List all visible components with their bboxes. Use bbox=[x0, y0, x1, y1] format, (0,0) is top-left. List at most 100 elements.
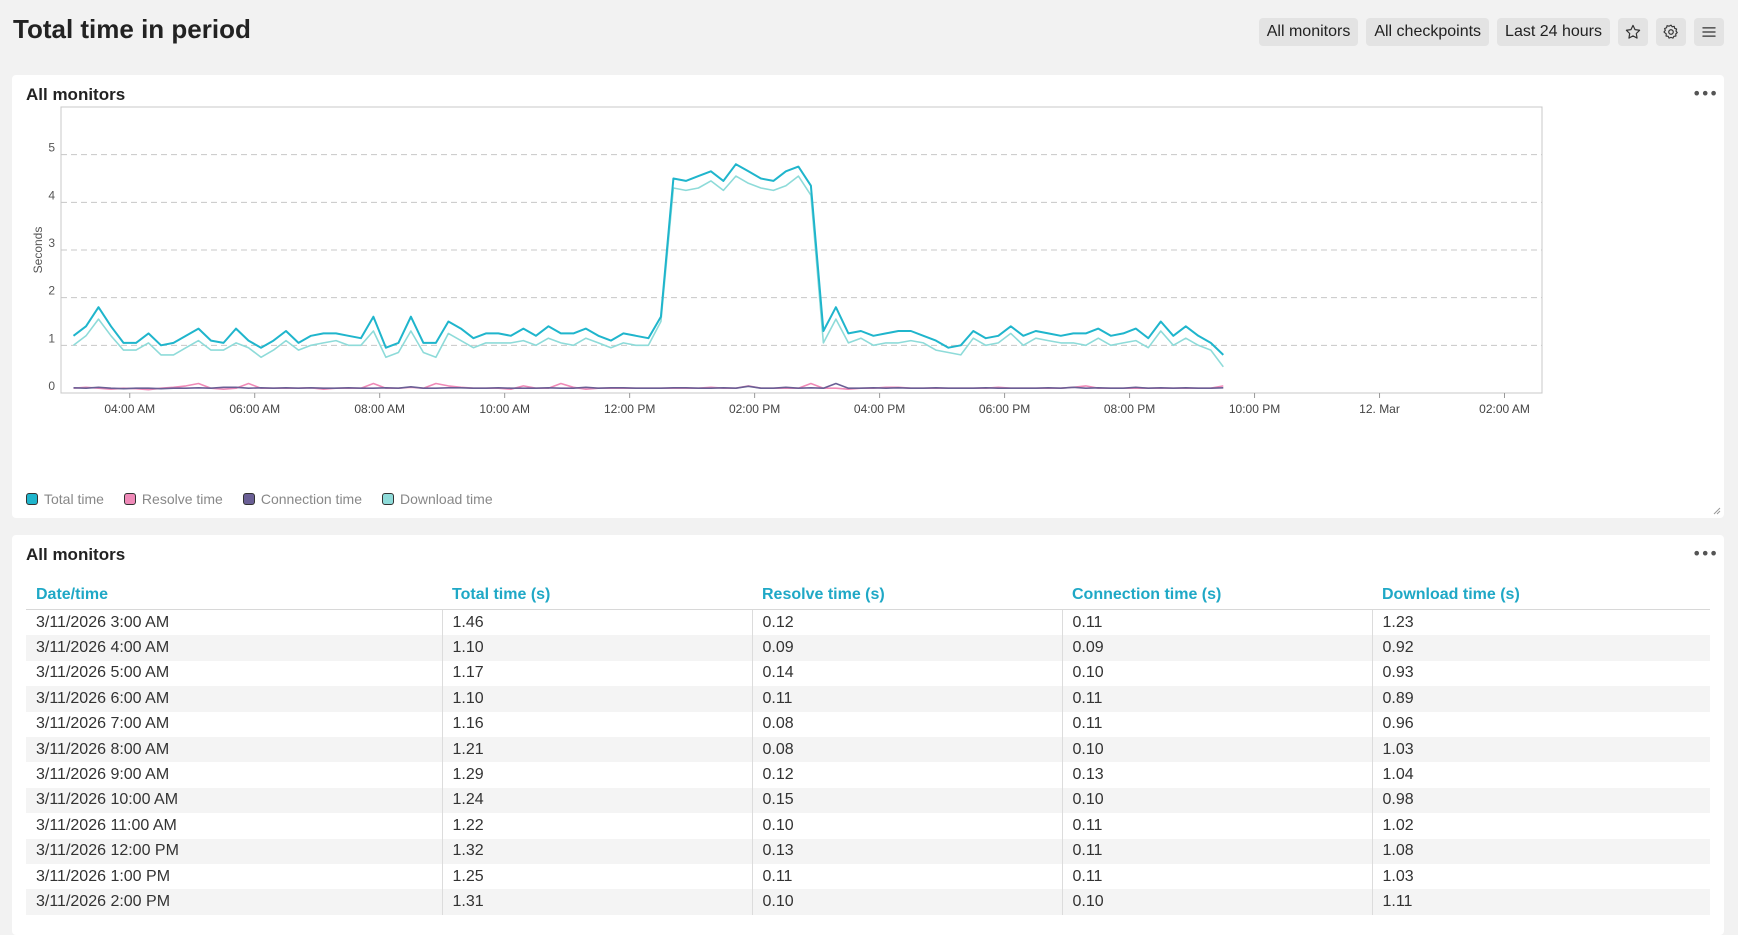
cell-download-time: 1.08 bbox=[1371, 838, 1710, 864]
y-tick-label: 0 bbox=[48, 379, 55, 393]
chart-card: All monitors ••• 0 1 2 3 4 5 04:00 AM 06:00 AM 0… bbox=[12, 75, 1724, 518]
legend-item-total-time[interactable]: Total time bbox=[26, 491, 104, 507]
cell-resolve-time: 0.10 bbox=[751, 889, 1062, 915]
x-tick-label: 12. Mar bbox=[1359, 402, 1400, 416]
table-card: All monitors ••• Date/time Total time (s… bbox=[12, 535, 1724, 935]
cell-resolve-time: 0.13 bbox=[751, 838, 1062, 864]
cell-datetime: 3/11/2026 4:00 AM bbox=[26, 635, 442, 661]
cell-download-time: 1.04 bbox=[1371, 762, 1710, 788]
cell-download-time: 0.96 bbox=[1371, 711, 1710, 737]
x-tick-label: 06:00 AM bbox=[229, 402, 280, 416]
checkpoints-filter-button[interactable]: All checkpoints bbox=[1366, 18, 1490, 46]
cell-datetime: 3/11/2026 8:00 AM bbox=[26, 736, 442, 763]
column-header-download-time[interactable]: Download time (s) bbox=[1372, 581, 1710, 610]
cell-connection-time: 0.11 bbox=[1061, 863, 1372, 890]
y-axis-label: Seconds bbox=[31, 227, 45, 274]
cell-download-time: 1.02 bbox=[1371, 813, 1710, 839]
table-row[interactable]: 3/11/2026 1:00 PM 1.25 0.11 0.11 1.03 bbox=[26, 863, 1710, 890]
favorite-button[interactable] bbox=[1618, 18, 1648, 46]
cell-datetime: 3/11/2026 9:00 AM bbox=[26, 762, 442, 788]
x-tick-label: 08:00 PM bbox=[1104, 402, 1155, 416]
series-line-total-time bbox=[72, 163, 1224, 356]
series-line-download-time bbox=[73, 175, 1224, 368]
legend-label: Resolve time bbox=[141, 491, 223, 507]
x-tick-label: 04:00 PM bbox=[854, 402, 905, 416]
table-row[interactable]: 3/11/2026 8:00 AM 1.21 0.08 0.10 1.03 bbox=[26, 736, 1710, 763]
table-row[interactable]: 3/11/2026 7:00 AM 1.16 0.08 0.11 0.96 bbox=[26, 711, 1710, 737]
table-row[interactable]: 3/11/2026 3:00 AM 1.46 0.12 0.11 1.23 bbox=[26, 609, 1710, 636]
cell-total-time: 1.22 bbox=[441, 813, 752, 839]
cell-connection-time: 0.13 bbox=[1061, 762, 1372, 788]
legend-label: Total time bbox=[44, 491, 104, 507]
cell-connection-time: 0.09 bbox=[1061, 635, 1372, 661]
cell-connection-time: 0.10 bbox=[1061, 660, 1372, 687]
legend-swatch-connection bbox=[242, 493, 255, 505]
cell-resolve-time: 0.11 bbox=[751, 863, 1062, 890]
cell-datetime: 3/11/2026 6:00 AM bbox=[26, 686, 442, 712]
cell-total-time: 1.10 bbox=[441, 635, 752, 661]
cell-datetime: 3/11/2026 5:00 AM bbox=[26, 660, 442, 687]
table-row[interactable]: 3/11/2026 10:00 AM 1.24 0.15 0.10 0.98 bbox=[26, 787, 1710, 814]
y-tick-label: 3 bbox=[48, 236, 55, 250]
column-header-resolve-time[interactable]: Resolve time (s) bbox=[752, 581, 1062, 610]
legend-label: Download time bbox=[400, 491, 493, 507]
cell-download-time: 0.92 bbox=[1371, 635, 1710, 661]
table-row[interactable]: 3/11/2026 2:00 PM 1.31 0.10 0.10 1.11 bbox=[26, 889, 1710, 915]
cell-total-time: 1.25 bbox=[441, 863, 752, 890]
x-tick-label: 08:00 AM bbox=[354, 402, 405, 416]
cell-download-time: 0.93 bbox=[1371, 660, 1710, 687]
cell-connection-time: 0.11 bbox=[1061, 609, 1372, 636]
x-tick-label: 10:00 PM bbox=[1229, 402, 1280, 416]
x-tick-label: 02:00 PM bbox=[729, 402, 780, 416]
data-table: Date/time Total time (s) Resolve time (s… bbox=[26, 581, 1710, 915]
cell-download-time: 1.11 bbox=[1371, 889, 1710, 915]
cell-total-time: 1.16 bbox=[441, 711, 752, 737]
column-header-total-time[interactable]: Total time (s) bbox=[442, 581, 752, 610]
chart-card-title: All monitors bbox=[26, 85, 126, 104]
column-header-datetime[interactable]: Date/time bbox=[26, 581, 442, 610]
cell-connection-time: 0.11 bbox=[1061, 686, 1372, 712]
table-row[interactable]: 3/11/2026 9:00 AM 1.29 0.12 0.13 1.04 bbox=[26, 762, 1710, 788]
y-tick-label: 4 bbox=[48, 188, 55, 202]
filter-bar: All monitors All checkpoints Last 24 hou… bbox=[1258, 18, 1724, 46]
monitors-filter-button[interactable]: All monitors bbox=[1258, 18, 1359, 46]
time-range-button[interactable]: Last 24 hours bbox=[1497, 18, 1610, 46]
legend-item-connection-time[interactable]: Connection time bbox=[242, 491, 363, 507]
cell-connection-time: 0.10 bbox=[1061, 889, 1372, 915]
cell-resolve-time: 0.12 bbox=[751, 609, 1062, 636]
table-row[interactable]: 3/11/2026 4:00 AM 1.10 0.09 0.09 0.92 bbox=[26, 635, 1710, 661]
table-row[interactable]: 3/11/2026 6:00 AM 1.10 0.11 0.11 0.89 bbox=[26, 686, 1710, 712]
menu-button[interactable] bbox=[1694, 18, 1724, 46]
resize-handle-icon[interactable] bbox=[1713, 507, 1721, 515]
cell-connection-time: 0.11 bbox=[1061, 813, 1372, 839]
series-line-connection-time bbox=[73, 382, 1224, 390]
x-tick-label: 12:00 PM bbox=[604, 402, 655, 416]
chart-card-menu-button[interactable]: ••• bbox=[1686, 83, 1718, 103]
table-row[interactable]: 3/11/2026 11:00 AM 1.22 0.10 0.11 1.02 bbox=[26, 813, 1710, 839]
star-icon bbox=[1625, 24, 1641, 39]
gear-icon bbox=[1663, 24, 1678, 39]
page-header: Total time in period All monitors All ch… bbox=[0, 0, 1738, 64]
table-card-menu-button[interactable]: ••• bbox=[1686, 543, 1718, 563]
x-tick-label: 02:00 AM bbox=[1479, 402, 1530, 416]
chart-legend: Total time Resolve time Connection time … bbox=[26, 491, 493, 507]
cell-download-time: 1.03 bbox=[1371, 736, 1710, 763]
table-card-title: All monitors bbox=[26, 545, 126, 564]
cell-total-time: 1.29 bbox=[441, 762, 752, 788]
cell-total-time: 1.46 bbox=[441, 609, 752, 636]
legend-label: Connection time bbox=[260, 491, 363, 507]
legend-item-download-time[interactable]: Download time bbox=[382, 491, 493, 507]
settings-button[interactable] bbox=[1656, 18, 1686, 46]
table-row[interactable]: 3/11/2026 5:00 AM 1.17 0.14 0.10 0.93 bbox=[26, 660, 1710, 687]
cell-datetime: 3/11/2026 2:00 PM bbox=[26, 889, 442, 915]
table-body: 3/11/2026 3:00 AM 1.46 0.12 0.11 1.23 3/11/20… bbox=[26, 609, 1710, 915]
cell-connection-time: 0.10 bbox=[1061, 736, 1372, 763]
legend-item-resolve-time[interactable]: Resolve time bbox=[123, 491, 223, 507]
cell-datetime: 3/11/2026 3:00 AM bbox=[26, 609, 442, 636]
table-header-row: Date/time Total time (s) Resolve time (s… bbox=[26, 581, 1710, 610]
table-row[interactable]: 3/11/2026 12:00 PM 1.32 0.13 0.11 1.08 bbox=[26, 838, 1710, 864]
cell-total-time: 1.10 bbox=[441, 686, 752, 712]
x-tick-label: 10:00 AM bbox=[479, 402, 530, 416]
cell-resolve-time: 0.12 bbox=[751, 762, 1062, 788]
column-header-connection-time[interactable]: Connection time (s) bbox=[1062, 581, 1372, 610]
